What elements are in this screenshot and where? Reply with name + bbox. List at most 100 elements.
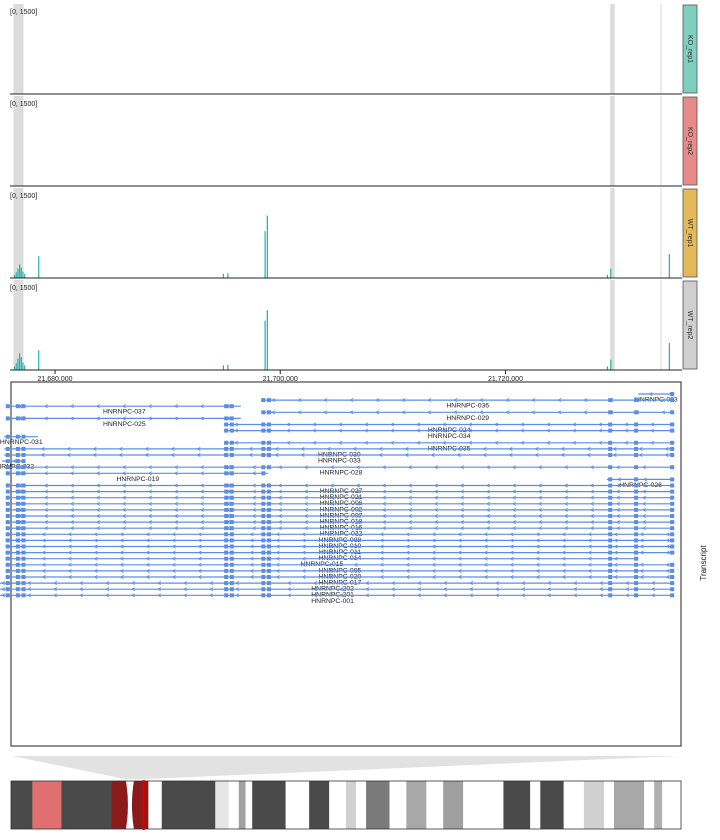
track-label: WT_rep2 bbox=[686, 311, 693, 340]
strand-arrow bbox=[624, 428, 629, 433]
exon bbox=[266, 550, 271, 555]
exon bbox=[670, 465, 675, 470]
strand-arrow bbox=[589, 520, 594, 525]
strand-arrow bbox=[157, 581, 162, 586]
exon bbox=[261, 410, 266, 415]
strand-arrow bbox=[433, 489, 438, 494]
strand-arrow bbox=[520, 440, 525, 445]
strand-arrow bbox=[171, 575, 176, 579]
exon bbox=[5, 404, 10, 409]
exon bbox=[608, 507, 613, 512]
strand-arrow bbox=[379, 568, 384, 573]
exon bbox=[5, 489, 10, 494]
strand-arrow bbox=[329, 514, 334, 518]
strand-arrow bbox=[225, 404, 230, 409]
strand-arrow bbox=[17, 501, 22, 506]
strand-arrow bbox=[639, 550, 644, 555]
strand-arrow bbox=[641, 465, 646, 470]
strand-arrow bbox=[225, 489, 230, 494]
coverage-bar bbox=[15, 272, 17, 278]
strand-arrow bbox=[511, 489, 516, 494]
strand-arrow bbox=[95, 514, 100, 518]
strand-arrow bbox=[353, 538, 358, 543]
strand-arrow bbox=[67, 556, 72, 561]
exon bbox=[5, 587, 10, 592]
strand-arrow bbox=[27, 587, 32, 592]
strand-arrow bbox=[365, 581, 370, 586]
exon bbox=[670, 526, 675, 531]
strand-arrow bbox=[613, 568, 618, 573]
strand-arrow bbox=[587, 550, 592, 555]
strand-arrow bbox=[535, 550, 540, 555]
strand-arrow bbox=[14, 453, 19, 457]
exon bbox=[15, 550, 20, 555]
strand-arrow bbox=[572, 440, 577, 445]
strand-arrow bbox=[66, 446, 71, 451]
exon bbox=[670, 575, 675, 579]
exon bbox=[670, 440, 675, 445]
exon bbox=[224, 550, 229, 555]
transcript-hnrnpc-037: HNRNPC-037 bbox=[5, 404, 241, 416]
exon bbox=[15, 544, 20, 549]
strand-arrow bbox=[327, 550, 332, 555]
exon bbox=[608, 593, 613, 598]
strand-arrow bbox=[651, 587, 656, 592]
strand-arrow bbox=[430, 446, 435, 451]
strand-arrow bbox=[199, 483, 204, 488]
strand-arrow bbox=[171, 538, 176, 543]
strand-arrow bbox=[303, 489, 308, 494]
strand-arrow bbox=[67, 575, 72, 579]
strand-arrow bbox=[390, 428, 395, 433]
strand-arrow bbox=[589, 495, 594, 500]
strand-arrow bbox=[664, 453, 669, 457]
strand-arrow bbox=[485, 507, 490, 512]
strand-arrow bbox=[329, 495, 334, 500]
strand-arrow bbox=[509, 575, 514, 579]
strand-arrow bbox=[482, 453, 487, 457]
exon bbox=[5, 593, 10, 598]
strand-arrow bbox=[613, 538, 618, 543]
strand-arrow bbox=[537, 514, 542, 518]
exon bbox=[266, 410, 271, 415]
strand-arrow bbox=[121, 495, 126, 500]
strand-arrow bbox=[69, 526, 74, 531]
strand-arrow bbox=[378, 453, 383, 457]
strand-arrow bbox=[286, 440, 291, 445]
strand-arrow bbox=[457, 544, 462, 549]
strand-arrow bbox=[251, 514, 256, 518]
exon bbox=[670, 392, 675, 396]
coverage-bar bbox=[38, 256, 40, 278]
strand-arrow bbox=[505, 410, 510, 415]
strand-arrow bbox=[625, 593, 630, 598]
track-label-box bbox=[682, 280, 698, 370]
strand-arrow bbox=[1, 593, 6, 598]
strand-arrow bbox=[535, 538, 540, 543]
strand-arrow bbox=[223, 568, 228, 573]
exon bbox=[5, 520, 10, 525]
strand-arrow bbox=[457, 575, 462, 579]
strand-arrow bbox=[563, 501, 568, 506]
strand-arrow bbox=[145, 568, 150, 573]
strand-arrow bbox=[197, 544, 202, 549]
transcript-hnrnpc-025: HNRNPC-025 bbox=[5, 416, 241, 428]
exon bbox=[21, 550, 26, 555]
strand-arrow bbox=[234, 422, 239, 427]
strand-arrow bbox=[53, 587, 58, 592]
exon bbox=[224, 446, 229, 451]
strand-arrow bbox=[560, 453, 565, 457]
strand-arrow bbox=[235, 581, 240, 586]
strand-arrow bbox=[41, 532, 46, 537]
strand-arrow bbox=[53, 593, 58, 598]
exon bbox=[608, 575, 613, 579]
transcript-hnrnpc-010: HNRNPC-010 bbox=[5, 538, 675, 550]
strand-arrow bbox=[379, 532, 384, 537]
cytoband bbox=[426, 781, 444, 829]
exon bbox=[608, 446, 613, 451]
exon bbox=[15, 514, 20, 518]
strand-arrow bbox=[277, 501, 282, 506]
strand-arrow bbox=[547, 593, 552, 598]
strand-arrow bbox=[511, 495, 516, 500]
strand-arrow bbox=[520, 422, 525, 427]
exon bbox=[266, 483, 271, 488]
highlight-region bbox=[13, 4, 24, 94]
